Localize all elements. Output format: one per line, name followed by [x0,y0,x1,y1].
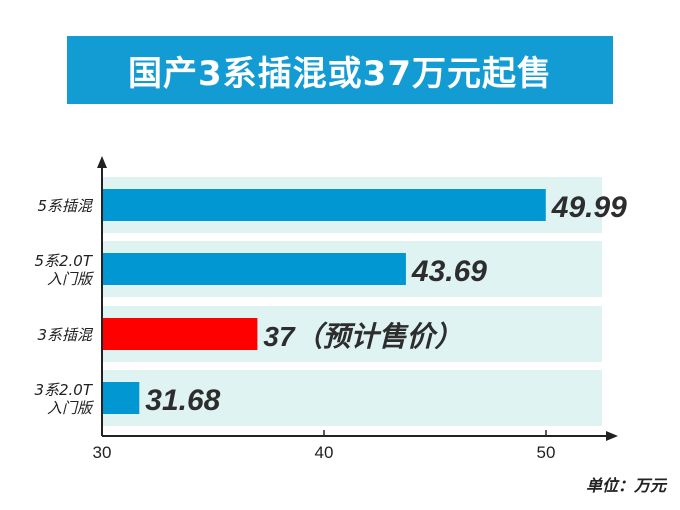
data-label: 43.69 [411,255,487,288]
x-tick-label: 30 [93,443,112,462]
page-title: 国产3系插混或37万元起售 [128,53,552,94]
category-label: 5系2.0T [34,252,93,270]
y-axis-arrow-icon [97,156,107,168]
unit-label: 单位：万元 [585,476,666,495]
bar [102,189,546,221]
data-label: 31.68 [145,384,220,417]
category-label: 入门版 [47,399,95,417]
category-label: 入门版 [47,270,95,288]
row-band [102,370,602,426]
data-label: 49.99 [551,191,627,224]
bar [102,318,258,350]
title-banner: 国产3系插混或37万元起售 [67,36,613,104]
bar [102,253,406,285]
x-tick-label: 50 [537,443,556,462]
category-label: 5系插混 [37,197,94,215]
x-axis-arrow-icon [606,431,618,441]
data-label: 37（预计售价） [263,321,462,352]
x-tick-label: 40 [315,443,334,462]
category-label: 3系插混 [37,326,94,344]
bar [102,382,140,414]
category-label: 3系2.0T [34,381,93,399]
